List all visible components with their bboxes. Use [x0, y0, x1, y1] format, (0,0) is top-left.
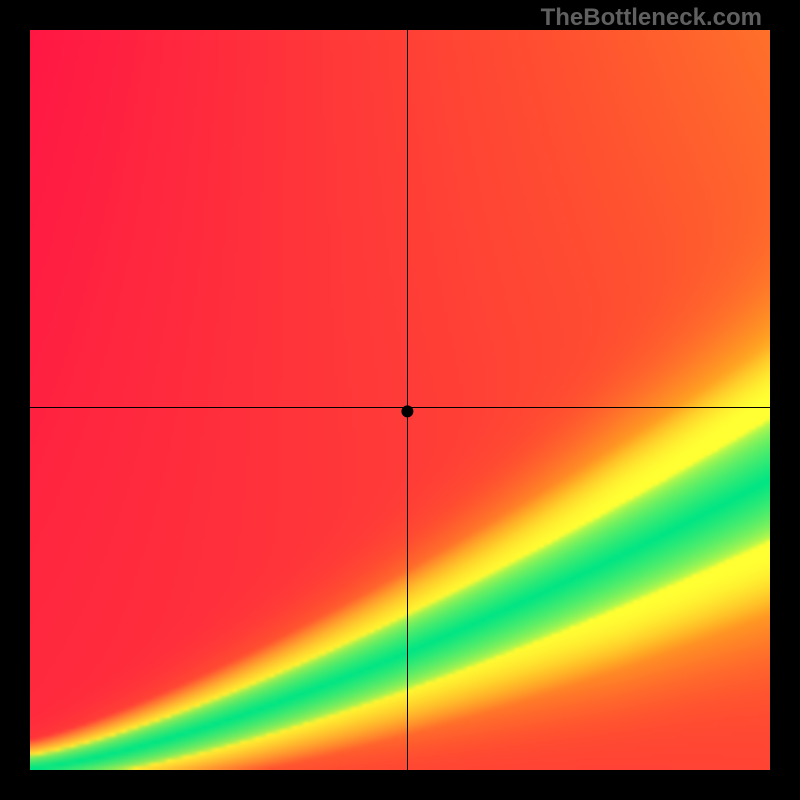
figure-root: TheBottleneck.com: [0, 0, 800, 800]
watermark-text: TheBottleneck.com: [541, 4, 762, 32]
bottleneck-heatmap: [30, 30, 770, 770]
